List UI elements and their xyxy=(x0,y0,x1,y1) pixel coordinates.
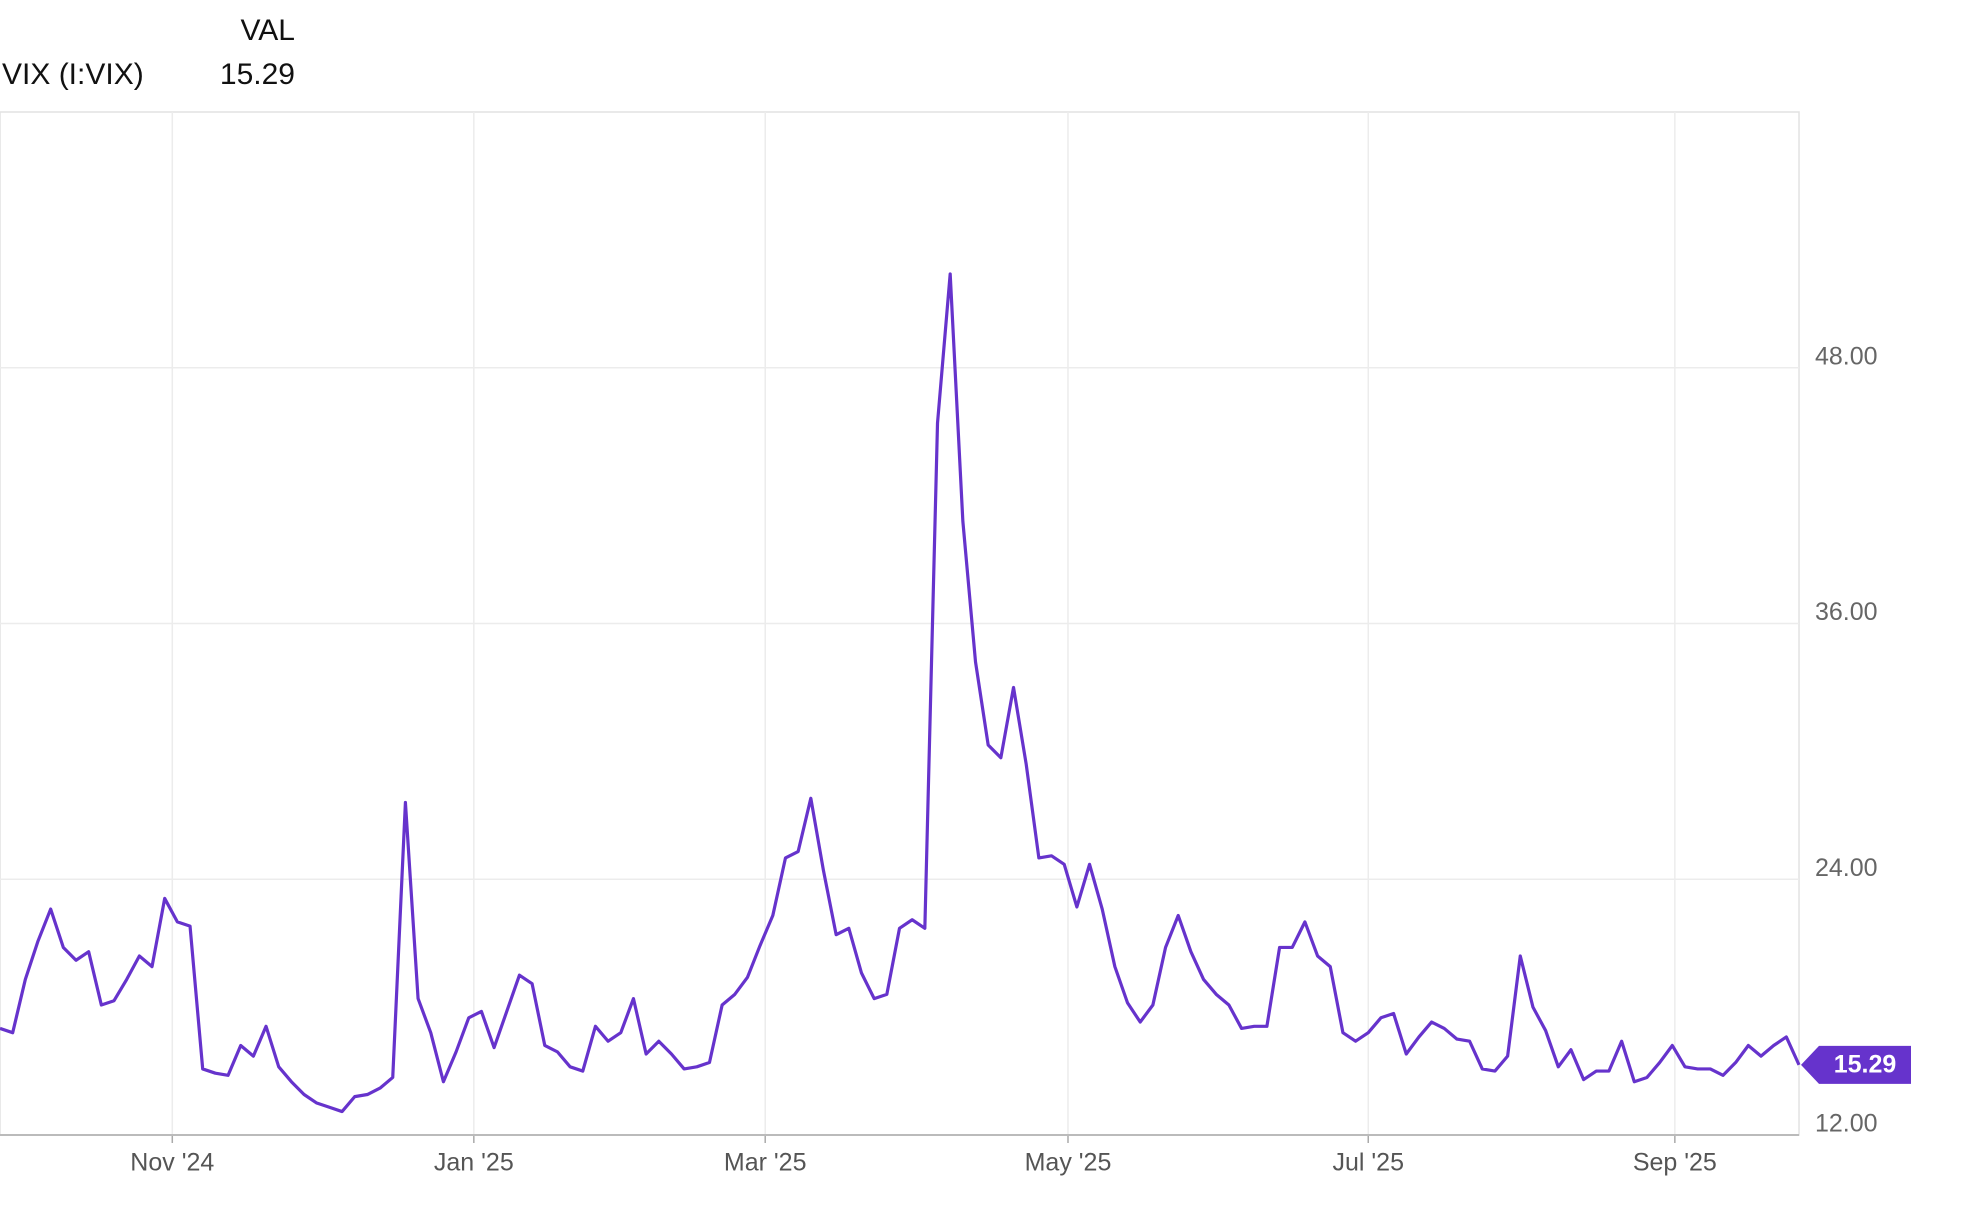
y-tick-label: 24.00 xyxy=(1815,854,1878,882)
x-tick-label: Jan '25 xyxy=(434,1149,514,1177)
legend-header: VAL xyxy=(241,14,295,47)
x-tick-label: Mar '25 xyxy=(724,1149,807,1177)
legend-series-name: VIX (I:VIX) xyxy=(2,58,144,91)
legend-value: 15.29 xyxy=(220,58,295,91)
y-tick-label: 12.00 xyxy=(1815,1110,1878,1138)
x-tick-label: May '25 xyxy=(1025,1149,1112,1177)
last-value-badge xyxy=(1801,1045,1911,1084)
y-tick-label: 36.00 xyxy=(1815,598,1878,626)
x-tick-label: Jul '25 xyxy=(1333,1149,1404,1177)
x-tick-label: Sep '25 xyxy=(1633,1149,1717,1177)
line-series xyxy=(0,272,1801,1114)
x-tick-label: Nov '24 xyxy=(130,1149,214,1177)
y-tick-label: 48.00 xyxy=(1815,342,1878,370)
last-value-label: 15.29 xyxy=(1834,1050,1897,1078)
